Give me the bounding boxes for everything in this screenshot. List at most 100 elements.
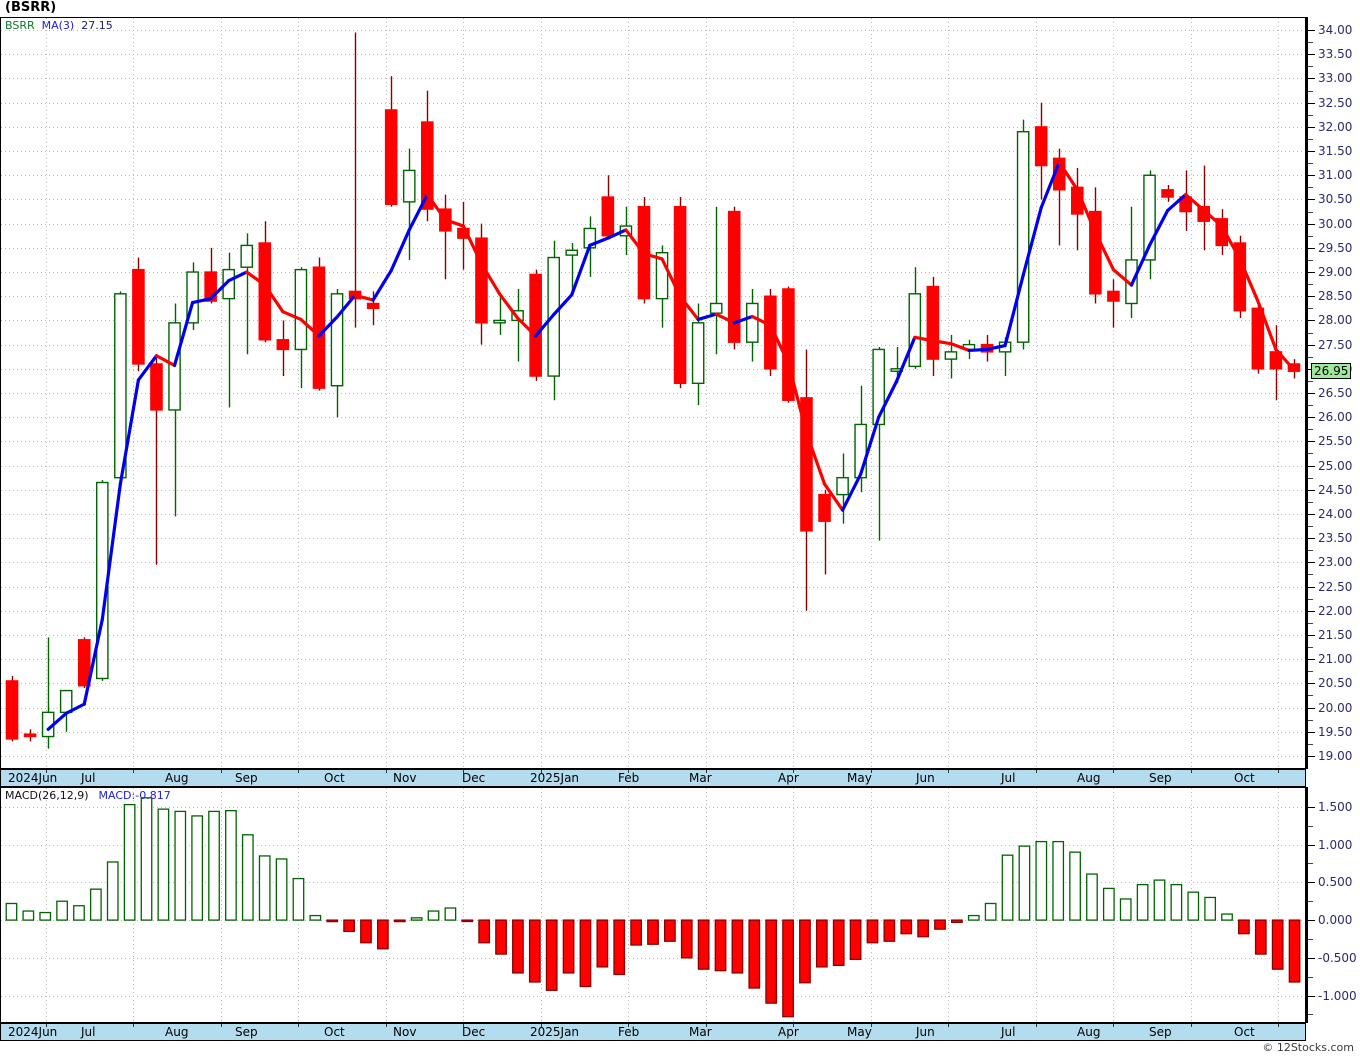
date-axis-tick <box>541 770 542 773</box>
price-axis-minor-tick <box>1308 574 1313 575</box>
price-axis-label: 23.00 <box>1318 555 1353 570</box>
macd-axis-tick <box>1308 996 1315 997</box>
price-axis-label: 30.00 <box>1318 216 1353 231</box>
macd-chart-panel[interactable]: MACD(26,12,9) MACD:-0.817 <box>0 787 1306 1023</box>
date-axis-tick <box>221 1024 222 1027</box>
date-axis-label: Nov <box>393 771 417 785</box>
date-axis-label: 2024Jun <box>8 1025 58 1039</box>
price-axis-tick <box>1308 587 1315 588</box>
price-axis-label: 29.50 <box>1318 240 1353 255</box>
date-axis-tick <box>1036 770 1037 773</box>
legend-symbol: BSRR <box>5 19 35 32</box>
macd-axis-tick <box>1308 920 1315 921</box>
macd-value-label: MACD:-0.817 <box>98 789 171 802</box>
price-axis-label: 28.00 <box>1318 313 1353 328</box>
date-axis-label: 2024Jun <box>8 771 58 785</box>
date-axis-label: 2025Jan <box>530 771 580 785</box>
price-axis-minor-tick <box>1308 284 1313 285</box>
date-axis-tick <box>46 770 47 773</box>
price-chart-panel[interactable]: BSRR MA(3) 27.15 <box>0 17 1306 769</box>
price-axis: 26.95 34.00 33.50 33.00 32.50 32.00 31.50 31.0… <box>1306 17 1360 769</box>
price-axis-label: 32.00 <box>1318 119 1353 134</box>
date-axis-tick <box>706 1024 707 1027</box>
price-axis-minor-tick <box>1308 187 1313 188</box>
price-axis-tick <box>1308 272 1315 273</box>
price-axis-minor-tick <box>1308 599 1313 600</box>
date-axis-tick <box>1191 770 1192 773</box>
price-axis-label: 19.00 <box>1318 748 1353 763</box>
price-axis-tick <box>1308 659 1315 660</box>
price-axis-minor-tick <box>1308 720 1313 721</box>
price-axis-minor-tick <box>1308 115 1313 116</box>
date-axis-tick <box>948 1024 949 1027</box>
price-axis-label: 24.00 <box>1318 506 1353 521</box>
price-axis-tick <box>1308 466 1315 467</box>
price-axis-minor-tick <box>1308 260 1313 261</box>
price-axis-label: 22.50 <box>1318 579 1353 594</box>
macd-axis-minor-tick <box>1308 901 1313 902</box>
date-axis-tick <box>793 1024 794 1027</box>
price-axis-label: 26.50 <box>1318 386 1353 400</box>
date-axis-label: Sep <box>235 1025 258 1039</box>
date-axis-label: Sep <box>1149 771 1172 785</box>
date-axis-tick <box>706 770 707 773</box>
date-axis-label: Jul <box>81 771 96 785</box>
price-axis-tick <box>1308 490 1315 491</box>
date-axis-label: Aug <box>1077 1025 1101 1039</box>
macd-axis-label: 1.000 <box>1318 837 1353 852</box>
date-axis-label: Jun <box>916 1025 935 1039</box>
price-axis-minor-tick <box>1308 429 1313 430</box>
date-axis-tick <box>463 1024 464 1027</box>
macd-axis-tick <box>1308 807 1315 808</box>
price-axis-label: 21.00 <box>1318 652 1353 667</box>
date-axis-label: Dec <box>462 1025 486 1039</box>
macd-axis-label: 0.000 <box>1318 913 1353 928</box>
price-axis-minor-tick <box>1308 212 1313 213</box>
date-axis-tick <box>1113 1024 1114 1027</box>
price-axis-minor-tick <box>1308 236 1313 237</box>
price-axis-label: 21.50 <box>1318 627 1353 642</box>
price-axis-tick <box>1308 756 1315 757</box>
date-axis-label: Aug <box>1077 771 1101 785</box>
date-axis-label: Apr <box>778 771 799 785</box>
date-axis-tick <box>1113 770 1114 773</box>
price-axis-tick <box>1308 30 1315 31</box>
macd-axis-label: -0.500 <box>1318 950 1357 965</box>
price-axis-minor-tick <box>1308 357 1313 358</box>
price-axis-tick <box>1308 224 1315 225</box>
price-axis-label: 20.50 <box>1318 676 1353 691</box>
price-axis-label: 25.00 <box>1318 458 1353 473</box>
price-axis-tick <box>1308 635 1315 636</box>
date-axis-label: 2025Jan <box>530 1025 580 1039</box>
price-axis-minor-tick <box>1308 91 1313 92</box>
price-axis-label: 25.50 <box>1318 434 1353 449</box>
macd-axis-minor-tick <box>1308 863 1313 864</box>
date-axis-tick <box>793 770 794 773</box>
date-axis-label: Feb <box>618 1025 640 1039</box>
macd-axis-label: -1.000 <box>1318 988 1357 1003</box>
price-axis-tick <box>1308 611 1315 612</box>
date-axis-label: Aug <box>165 1025 189 1039</box>
price-axis-minor-tick <box>1308 453 1313 454</box>
price-axis-label: 30.50 <box>1318 192 1353 207</box>
price-axis-tick <box>1308 441 1315 442</box>
date-axis-tick <box>46 1024 47 1027</box>
price-axis-minor-tick <box>1308 526 1313 527</box>
macd-axis-minor-tick <box>1308 977 1313 978</box>
price-axis-tick <box>1308 683 1315 684</box>
legend-ma-label: MA(3) <box>41 19 75 32</box>
price-axis-tick <box>1308 732 1315 733</box>
date-axis-label: Mar <box>689 1025 712 1039</box>
date-axis-tick <box>221 770 222 773</box>
price-axis-minor-tick <box>1308 333 1313 334</box>
price-axis-minor-tick <box>1308 478 1313 479</box>
date-axis-label: Aug <box>165 771 189 785</box>
date-axis-tick <box>463 770 464 773</box>
price-legend: BSRR MA(3) 27.15 <box>5 19 113 33</box>
macd-axis-tick <box>1308 882 1315 883</box>
date-axis-label: Sep <box>235 771 258 785</box>
price-axis-minor-tick <box>1308 42 1313 43</box>
price-axis-tick <box>1308 103 1315 104</box>
date-axis-tick <box>628 770 629 773</box>
date-axis-label: Jul <box>81 1025 96 1039</box>
